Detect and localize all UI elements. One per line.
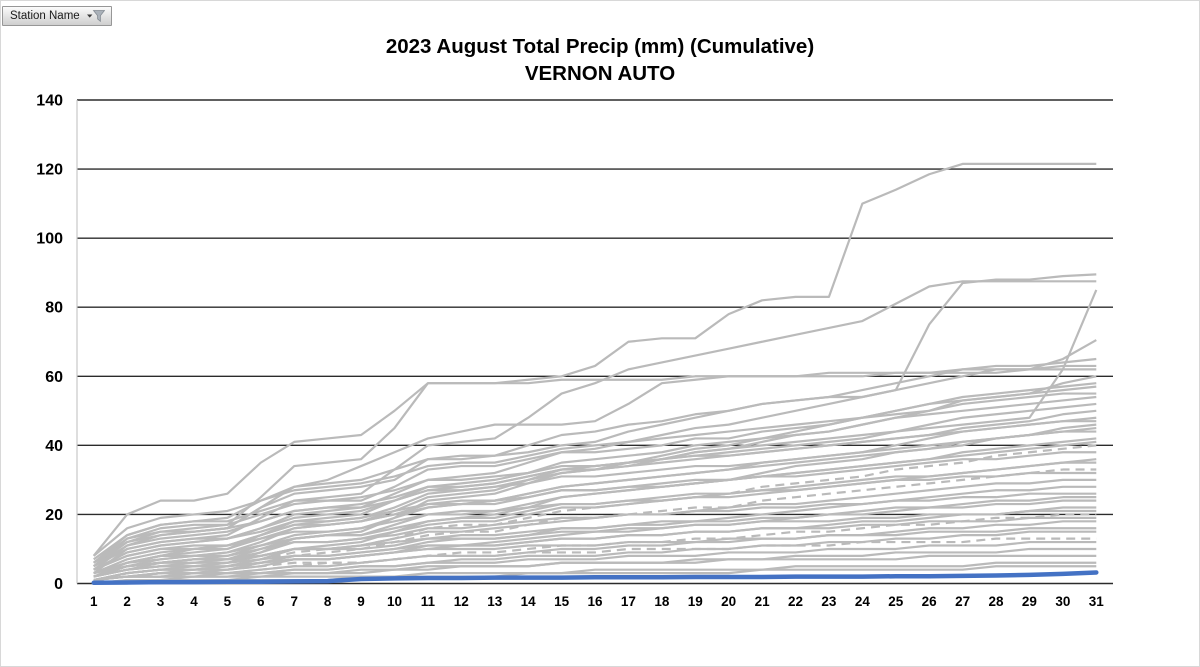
y-axis-tick-label: 40 xyxy=(45,438,63,455)
x-axis-tick-label: 12 xyxy=(454,594,469,609)
y-axis-tick-label: 0 xyxy=(54,576,63,593)
y-axis-tick-label: 100 xyxy=(36,231,63,248)
station-series-line[interactable] xyxy=(93,527,1097,578)
x-axis-tick-label: 22 xyxy=(788,594,803,609)
x-axis-tick-label: 24 xyxy=(855,594,871,609)
chart-title-line1: 2023 August Total Precip (mm) (Cumulativ… xyxy=(385,35,815,58)
y-axis-tick-label: 120 xyxy=(36,162,63,179)
chart-title: 2023 August Total Precip (mm) (Cumulativ… xyxy=(0,33,1200,87)
x-axis-tick-label: 31 xyxy=(1089,594,1105,609)
x-axis-tick-label: 13 xyxy=(487,594,503,609)
station-name-filter-button[interactable]: Station Name xyxy=(2,6,112,26)
filter-funnel-icon xyxy=(86,10,105,22)
x-axis-tick-label: 21 xyxy=(755,594,771,609)
station-series-line[interactable] xyxy=(92,162,1097,557)
y-axis-tick-label: 20 xyxy=(45,507,63,524)
x-axis-tick-label: 23 xyxy=(821,594,837,609)
x-axis-tick-label: 14 xyxy=(521,594,537,609)
y-axis-tick-label: 140 xyxy=(36,93,63,110)
x-axis-tick-label: 26 xyxy=(922,594,938,609)
x-axis-tick-label: 7 xyxy=(290,594,298,609)
x-axis-tick-label: 2 xyxy=(123,594,131,609)
x-axis-tick-label: 15 xyxy=(554,594,570,609)
x-axis-tick-label: 6 xyxy=(257,594,265,609)
station-series-line[interactable] xyxy=(93,561,1097,585)
x-axis-tick-label: 28 xyxy=(989,594,1005,609)
station-series-line[interactable] xyxy=(93,509,1097,575)
x-axis-tick-label: 5 xyxy=(224,594,232,609)
y-axis-tick-label: 60 xyxy=(45,369,63,386)
x-axis-tick-label: 8 xyxy=(324,594,332,609)
station-series-line[interactable] xyxy=(93,451,1097,568)
station-series-line[interactable] xyxy=(93,420,1097,561)
station-series-line[interactable] xyxy=(93,492,1097,575)
x-axis-tick-label: 1 xyxy=(90,594,98,609)
station-series-line[interactable] xyxy=(93,368,1097,571)
y-axis-tick-label: 80 xyxy=(45,300,63,317)
station-series-line[interactable] xyxy=(93,554,1097,582)
x-axis-tick-label: 29 xyxy=(1022,594,1037,609)
station-series-line[interactable] xyxy=(93,430,1097,564)
station-series-line[interactable] xyxy=(93,280,1097,575)
x-axis-tick-label: 18 xyxy=(654,594,670,609)
station-series-line[interactable] xyxy=(93,392,1097,557)
filter-button-label: Station Name xyxy=(10,10,80,22)
x-axis-tick-label: 16 xyxy=(587,594,603,609)
station-series-line[interactable] xyxy=(93,516,1097,578)
x-axis-tick-label: 19 xyxy=(688,594,703,609)
highlighted-series-line-vernon-auto[interactable] xyxy=(91,570,1099,586)
x-axis-tick-label: 30 xyxy=(1055,594,1070,609)
x-axis-tick-label: 9 xyxy=(357,594,365,609)
station-series-line[interactable] xyxy=(93,537,1097,582)
station-series-line[interactable] xyxy=(93,520,1097,582)
station-series-line[interactable] xyxy=(93,471,1097,571)
x-axis-tick-label: 11 xyxy=(421,594,436,609)
chart-title-line2: VERNON AUTO xyxy=(524,62,676,85)
x-axis-tick-label: 4 xyxy=(190,594,198,609)
x-axis-tick-label: 17 xyxy=(621,594,636,609)
x-axis-tick-label: 3 xyxy=(157,594,165,609)
x-axis-tick-label: 25 xyxy=(888,594,904,609)
x-axis-tick-label: 10 xyxy=(387,594,402,609)
x-axis-tick-label: 20 xyxy=(721,594,736,609)
x-axis-tick-label: 27 xyxy=(955,594,970,609)
